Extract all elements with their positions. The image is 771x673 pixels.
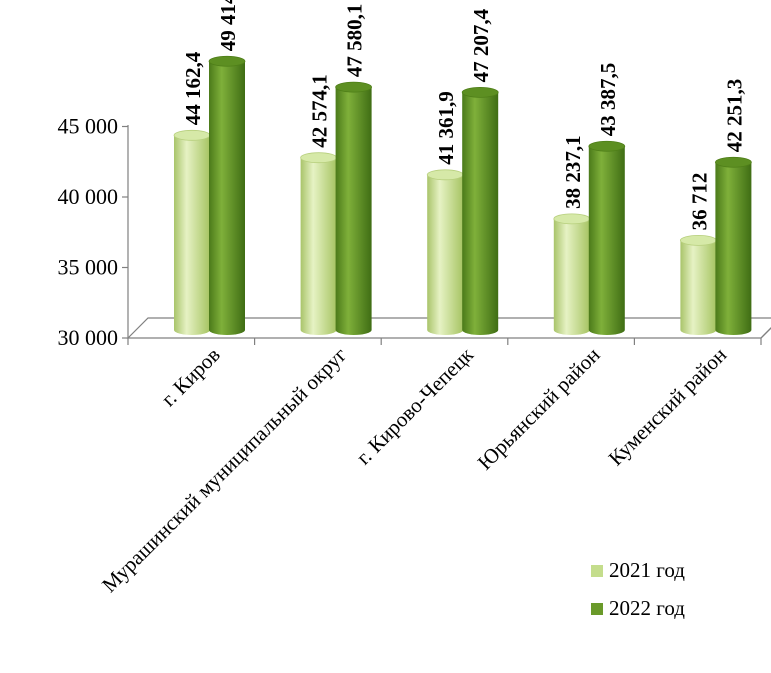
bar-2021-3 (553, 218, 590, 335)
category-label: Мурашинский муниципальный округ (97, 342, 352, 597)
data-label: 42 251,3 (722, 79, 746, 153)
y-tick-label: 45 000 (58, 114, 119, 139)
legend-swatch-2021 (591, 565, 603, 577)
bar-2022-0 (209, 61, 245, 336)
data-label: 44 162,4 (181, 51, 205, 125)
bar-2022-3 (588, 146, 625, 335)
bar-top-2022-3 (588, 140, 626, 152)
bar-2022-4 (715, 162, 752, 335)
bar-top-2021-3 (553, 213, 591, 225)
y-tick-label: 30 000 (58, 325, 119, 350)
bar-2022-1 (335, 87, 372, 335)
bar-2022-2 (462, 92, 499, 335)
y-tick-label: 40 000 (58, 184, 119, 209)
bar-top-2021-0 (173, 129, 211, 141)
legend-swatch-2022 (591, 603, 603, 615)
data-label: 43 387,5 (596, 63, 620, 137)
data-label: 49 414,2 (216, 0, 240, 51)
bar-top-2021-1 (300, 152, 338, 164)
bar-top-2021-2 (426, 169, 464, 181)
bar-top-2022-4 (715, 156, 752, 168)
floor-edge (760, 327, 771, 339)
data-label: 36 712 (687, 173, 711, 231)
data-label: 47 580,1 (343, 4, 367, 78)
bar-2021-4 (680, 240, 717, 335)
bar-top-2022-2 (461, 86, 499, 98)
data-label: 47 207,4 (469, 8, 493, 82)
category-label: Куменский район (604, 343, 732, 471)
category-label: г. Кирово-Чепецк (351, 342, 478, 469)
data-label: 42 574,1 (308, 74, 332, 148)
bar-2021-0 (174, 135, 210, 335)
bar-top-2022-0 (208, 55, 246, 67)
legend-label: 2021 год (609, 558, 685, 582)
legend-label: 2022 год (609, 596, 685, 620)
category-label: Юрьянский район (473, 343, 605, 475)
y-tick-label: 35 000 (58, 255, 119, 280)
bar-2021-2 (427, 174, 464, 335)
data-label: 41 361,9 (434, 91, 458, 165)
bar-top-2022-1 (335, 81, 373, 93)
bar-2021-1 (300, 157, 337, 335)
bar-top-2021-4 (680, 234, 717, 246)
category-label: г. Киров (156, 343, 225, 412)
data-label: 38 237,1 (561, 135, 585, 209)
